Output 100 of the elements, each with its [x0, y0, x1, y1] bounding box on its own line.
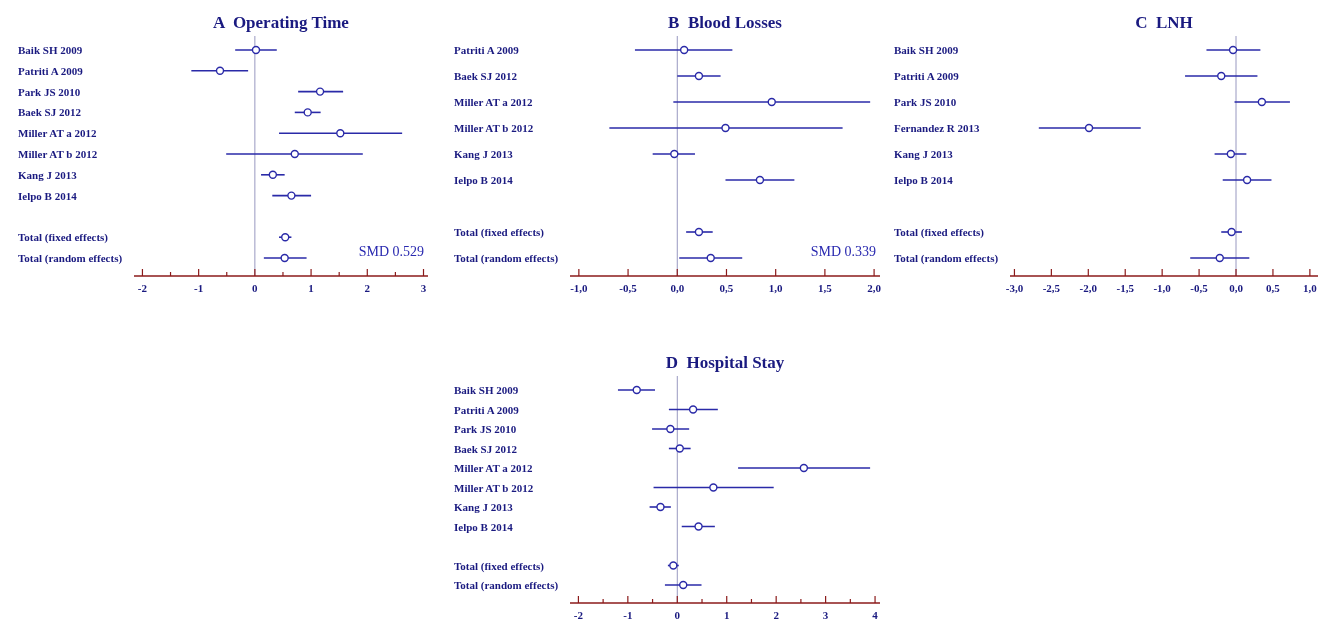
y-tick-label: Miller AT b 2012 — [18, 148, 98, 160]
point — [268, 170, 278, 179]
point — [1228, 45, 1238, 55]
x-tick-label: 2 — [364, 282, 371, 294]
point — [281, 233, 290, 242]
y-tick-label: Fernandez R 2013 — [894, 122, 981, 134]
point — [290, 149, 299, 159]
y-tick-label: Ielpo B 2014 — [454, 520, 514, 533]
y-tick-label: Total (random effects) — [454, 252, 559, 265]
point — [315, 87, 325, 96]
y-tick-label: Total (fixed effects) — [18, 231, 109, 245]
y-tick-label: Total (fixed effects) — [454, 559, 545, 573]
x-tick-label: -1,0 — [1153, 282, 1172, 294]
y-tick-label: Ielpo B 2014 — [894, 174, 954, 186]
x-tick-label: 0,5 — [1266, 282, 1281, 294]
point — [632, 385, 641, 395]
y-tick-label: Total (fixed effects) — [894, 226, 985, 239]
point — [670, 149, 679, 159]
y-tick-label: Miller AT a 2012 — [454, 96, 534, 108]
y-tick-label: Patriti A 2009 — [894, 70, 960, 82]
point — [1217, 71, 1226, 81]
y-tick-label: Miller AT a 2012 — [454, 462, 534, 474]
y-tick-label: Baek SJ 2012 — [454, 70, 518, 82]
y-tick-label: Baik SH 2009 — [454, 384, 519, 396]
y-tick-label: Patriti A 2009 — [18, 64, 84, 77]
y-tick-label: Miller AT b 2012 — [454, 481, 534, 494]
point — [709, 483, 718, 492]
y-tick-label: Baek SJ 2012 — [18, 106, 82, 119]
x-tick-label: 1,0 — [768, 282, 784, 294]
x-tick-label: -1 — [623, 609, 633, 621]
y-tick-label: Kang J 2013 — [18, 168, 78, 181]
y-tick-label: Ielpo B 2014 — [454, 174, 514, 186]
point — [767, 97, 776, 107]
x-tick-label: -2 — [573, 609, 584, 621]
point — [1242, 175, 1252, 185]
point — [251, 45, 261, 55]
point — [1226, 149, 1236, 159]
y-tick-label: Park JS 2010 — [454, 423, 517, 435]
y-tick-label: Total (fixed effects) — [454, 226, 545, 239]
annotation: SMD 0.339 — [810, 244, 876, 259]
x-tick-label: 0 — [252, 282, 259, 294]
y-tick-label: Baik SH 2009 — [18, 44, 83, 56]
y-tick-label: Total (random effects) — [454, 579, 559, 592]
x-tick-label: -1,0 — [570, 282, 589, 294]
y-tick-label: Miller AT a 2012 — [18, 127, 98, 140]
point — [666, 424, 675, 434]
point — [1257, 97, 1267, 107]
point — [694, 227, 704, 237]
x-tick-label: 1 — [723, 609, 730, 621]
point — [679, 580, 688, 590]
x-tick-label: -2 — [137, 282, 148, 294]
y-tick-label: Total (random effects) — [18, 252, 123, 265]
x-tick-label: -2,5 — [1042, 282, 1061, 294]
point — [694, 522, 703, 531]
point — [336, 129, 345, 138]
point — [721, 123, 730, 133]
y-tick-label: Baek SJ 2012 — [454, 442, 518, 455]
y-tick-label: Patriti A 2009 — [454, 44, 520, 56]
point — [706, 253, 715, 263]
x-tick-label: 0,5 — [719, 282, 734, 294]
x-tick-label: 2 — [773, 609, 780, 621]
point — [303, 108, 312, 117]
x-tick-label: 3 — [822, 609, 829, 621]
x-tick-label: 2,0 — [867, 282, 882, 294]
x-tick-label: -0,5 — [1190, 282, 1209, 294]
point — [287, 191, 296, 200]
point — [1084, 123, 1094, 133]
x-tick-label: 0,0 — [670, 282, 685, 294]
x-tick-label: -3,0 — [1005, 282, 1024, 294]
x-tick-label: 1 — [308, 282, 314, 294]
y-tick-label: Baik SH 2009 — [894, 44, 959, 56]
y-tick-label: Miller AT b 2012 — [454, 122, 534, 134]
point — [799, 463, 809, 473]
chart-title: A Operating Time — [213, 13, 350, 32]
point — [688, 405, 698, 414]
point — [280, 253, 289, 263]
annotation: SMD 0.529 — [358, 244, 424, 259]
y-tick-label: Total (random effects) — [894, 252, 999, 265]
point — [1227, 227, 1236, 237]
x-tick-label: 0,0 — [1229, 282, 1244, 294]
chart-title: C LNH — [1135, 13, 1193, 32]
chart-title: B Blood Losses — [668, 13, 783, 32]
x-tick-label: 1,0 — [1303, 282, 1318, 294]
point — [755, 175, 765, 185]
x-tick-label: 3 — [420, 282, 427, 294]
y-tick-label: Kang J 2013 — [454, 501, 514, 513]
point — [694, 71, 704, 81]
point — [215, 66, 225, 75]
point — [1215, 253, 1224, 263]
x-tick-label: -2,0 — [1079, 282, 1098, 294]
y-tick-label: Patriti A 2009 — [454, 403, 520, 416]
point — [656, 502, 665, 512]
x-tick-label: -0,5 — [619, 282, 638, 294]
x-tick-label: -1 — [194, 282, 204, 294]
y-tick-label: Kang J 2013 — [454, 148, 514, 160]
y-tick-label: Ielpo B 2014 — [18, 189, 78, 202]
point — [675, 444, 684, 453]
x-tick-label: -1,5 — [1116, 282, 1135, 294]
y-tick-label: Kang J 2013 — [894, 148, 954, 160]
y-tick-label: Park JS 2010 — [894, 96, 957, 108]
